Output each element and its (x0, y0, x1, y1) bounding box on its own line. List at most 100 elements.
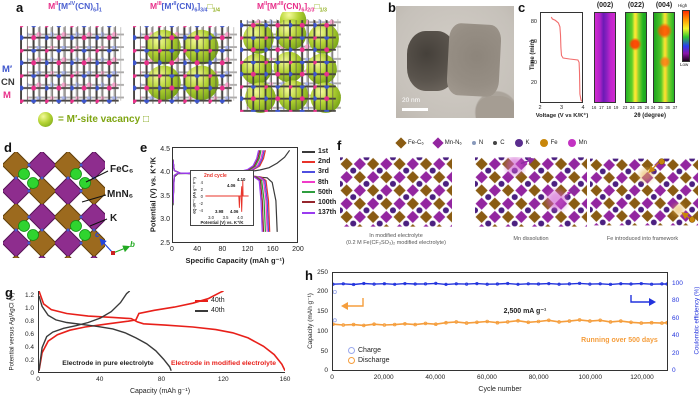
data-point (403, 282, 407, 286)
data-point (434, 322, 438, 326)
data-point (465, 282, 469, 286)
map-title-022: (022) (627, 2, 645, 9)
inset-title: 2nd cycle (204, 173, 227, 179)
legend-label: Charge (358, 347, 381, 354)
formula-segment: IV (70, 1, 76, 8)
data-point (577, 318, 582, 322)
circle-swatch-icon (348, 347, 355, 354)
formula-segment: ] (197, 1, 201, 11)
legend-item: Mn (567, 139, 587, 147)
inset-peak-406a: 4.06 (227, 183, 236, 188)
crystal-structure-3-4-vacancy (133, 26, 237, 104)
formula-1: MII[M′IV(CN)6]1 (20, 1, 130, 14)
time-ticks: 80 60 40 20 (530, 19, 537, 86)
formula-2: MIII[M′II(CN)6]3/4□1/4 (130, 1, 240, 14)
inset-peak-398: 3.98 (215, 209, 224, 214)
inset-chart (205, 180, 249, 212)
legend-label: 1st (318, 148, 329, 155)
e-yticks: 4.5 4.0 3.5 3.0 2.5 (160, 145, 170, 247)
panel-label-h: h (305, 268, 313, 283)
data-point (506, 281, 510, 286)
legend-label: 137th (318, 209, 337, 217)
data-point (403, 321, 407, 326)
legend-item: 2nd (302, 158, 336, 165)
line-swatch-icon (302, 160, 315, 163)
formula-segment: M (257, 1, 265, 11)
panel-a: a MII[M′IV(CN)6]1 MIII[M′II(CN)6]3/4□1/4… (0, 0, 385, 137)
g-xticks: 0 40 80 120 160 (36, 376, 291, 383)
data-point (567, 282, 571, 286)
data-point (629, 282, 633, 286)
diamond-swatch-icon (432, 137, 444, 149)
data-point (413, 282, 417, 286)
legend-label: 3rd (318, 168, 329, 176)
data-point (392, 322, 397, 327)
data-point (588, 282, 592, 286)
caption-modified-line2: (0.2 M Fe(CF₃SO₃)₂ modified electrolyte) (346, 240, 446, 246)
two-theta-label: 2θ (degree) (634, 113, 666, 119)
formula-segment: 1/4 (212, 7, 220, 14)
inset-yticks: 4 2 0 -2 -4 (199, 179, 203, 213)
inset-peak-410: 4.10 (237, 177, 246, 182)
panel-label-d: d (4, 140, 12, 155)
data-point (598, 318, 603, 323)
legend-item: Fe-C₆ (395, 137, 424, 149)
data-point (660, 321, 664, 325)
inset-xticks: 3.0 3.5 4.0 (208, 215, 243, 220)
formula-segment: M (48, 1, 56, 11)
legend-label: 40th (211, 297, 225, 304)
legend-label: C (500, 140, 505, 146)
sphere-swatch-icon (514, 139, 523, 147)
data-point (649, 282, 654, 286)
formula-segment: III (279, 1, 284, 8)
legend-item: 100th (302, 199, 336, 206)
data-point (382, 282, 387, 286)
legend-item: 137th (302, 209, 336, 216)
colorbar (682, 10, 690, 62)
data-point (341, 282, 345, 286)
formula-segment: II (264, 1, 268, 8)
data-point (536, 319, 541, 324)
legend-item: Charge (348, 347, 390, 354)
axis-label-m: M (3, 90, 11, 101)
legend-label: N (478, 140, 484, 146)
data-point (423, 321, 428, 326)
data-point (557, 320, 561, 324)
data-point (332, 289, 337, 294)
data-point (485, 282, 489, 286)
panel-label-c: c (518, 0, 526, 15)
schematic-modified-electrolyte (340, 157, 452, 227)
annotation-pure-electrolyte: Electrode in pure electrolyte (62, 360, 154, 367)
data-point (649, 320, 654, 325)
formula-segment: □ (207, 1, 213, 11)
legend-item: 40th (195, 297, 225, 304)
colorbar-low-label: Low (680, 62, 689, 67)
data-point (618, 319, 623, 323)
formula-segment: □ (314, 1, 320, 11)
axis-c-label: c (95, 230, 100, 239)
axis-b-label: b (130, 240, 135, 249)
legend-item: C (493, 139, 505, 147)
panel-e: e Potential (V) vs. K⁺/K 4.5 4.0 3.5 3.0 2.5… (140, 140, 336, 290)
panel-g: g Potential versus Ag/AgCl (V) 1.2 1.0 0.8… (0, 283, 300, 400)
data-point (332, 318, 337, 323)
formula-segment: (CN) (176, 1, 195, 11)
vacancy-legend: = M′-site vacancy □ (58, 114, 149, 125)
data-point (557, 282, 561, 286)
formula-segment: 1 (98, 7, 102, 14)
legend-item: Fe (539, 139, 558, 147)
data-point (361, 323, 366, 328)
tem-particle-light (446, 22, 502, 97)
legend-item: 50th (302, 189, 336, 196)
tem-particle-partial (476, 95, 514, 118)
formula-segment: [M′ (58, 1, 71, 11)
data-point (608, 320, 613, 324)
e-inset: 2nd cycle dQ dV⁻¹ (Ah g⁻¹ V⁻¹) 4 2 0 -2 -4 3… (190, 170, 254, 226)
series-40th-pure (38, 295, 172, 371)
formula-3: MII[M′III(CN)6]2/3□1/3 (238, 1, 346, 14)
vacancy-sphere-icon (38, 112, 53, 127)
formula-segment: [M′ (161, 1, 174, 11)
caption-modified-line1: In modified electrolyte (369, 233, 423, 239)
